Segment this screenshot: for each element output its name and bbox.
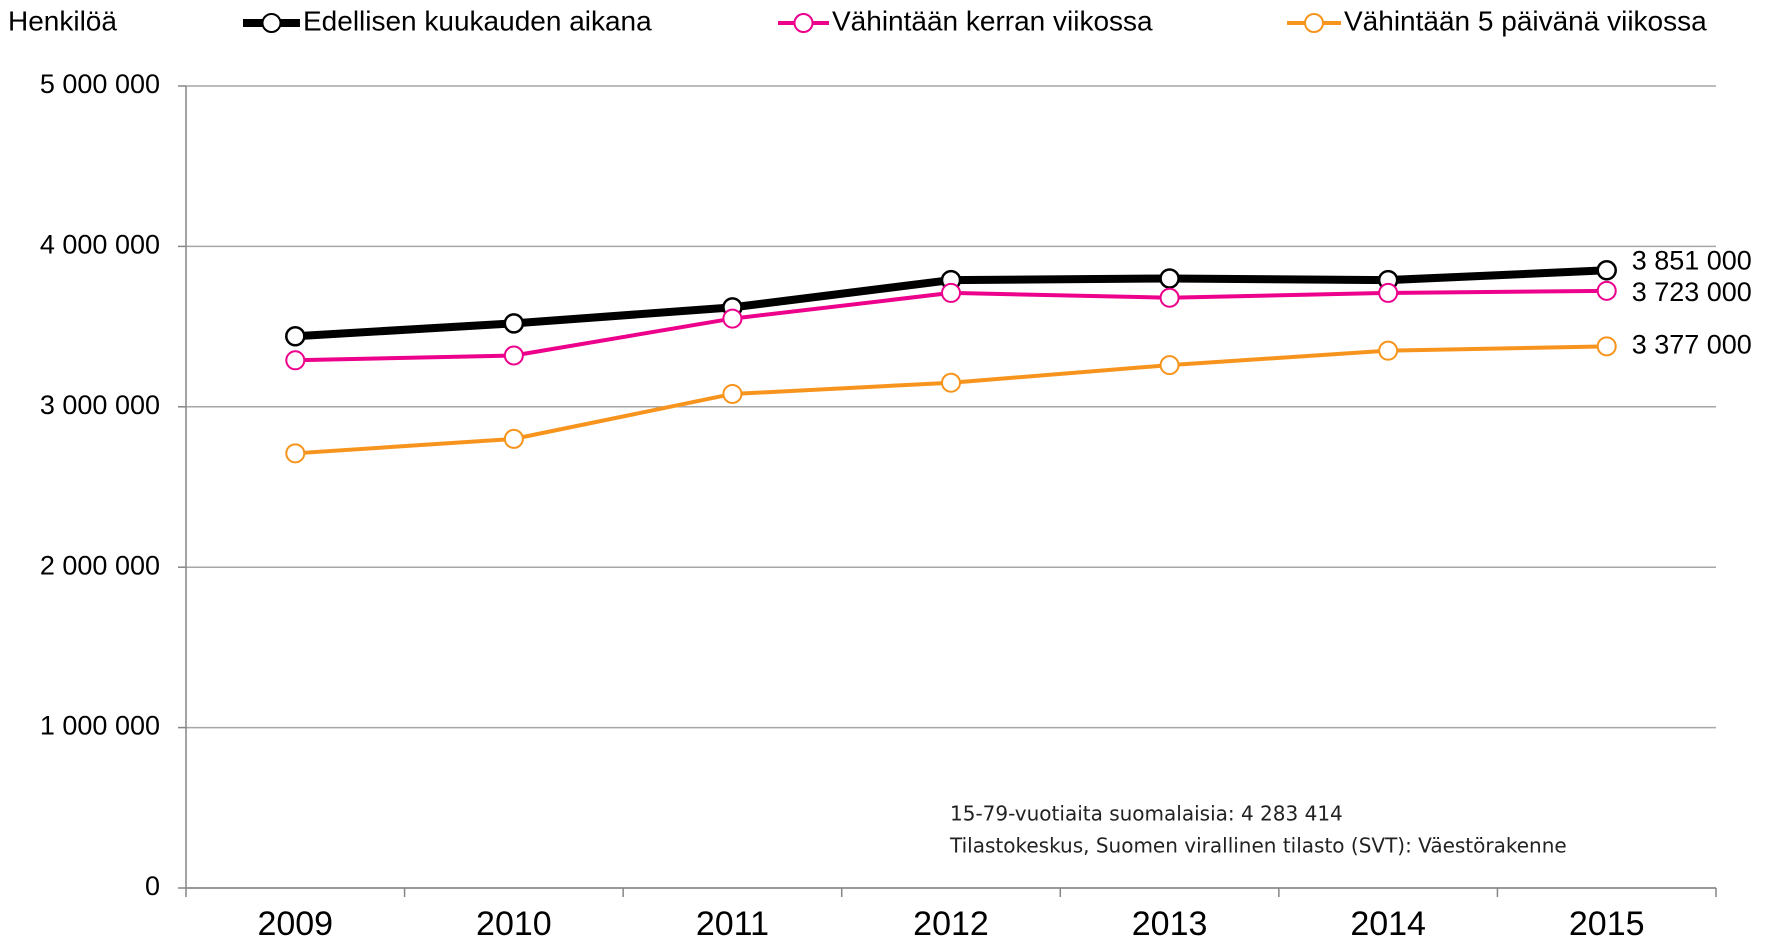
x-tick-label: 2009 [257, 905, 333, 943]
point-marker [1159, 268, 1180, 289]
point-marker [285, 443, 306, 464]
x-tick-label: 2014 [1350, 905, 1426, 943]
series-line [295, 344, 1607, 456]
point-marker [1596, 336, 1617, 357]
point-marker [1378, 340, 1399, 361]
point-marker [1596, 260, 1617, 281]
y-tick-label: 1 000 000 [40, 711, 160, 741]
y-axis-label: Henkilöä [8, 5, 117, 36]
point-marker [285, 350, 306, 371]
legend-label: Edellisen kuukauden aikana [303, 5, 652, 36]
legend-label: Vähintään kerran viikossa [832, 5, 1153, 36]
legend-marker [1304, 13, 1324, 33]
y-tick-label: 4 000 000 [40, 230, 160, 260]
point-marker [1378, 282, 1399, 303]
annotation: 15-79-vuotiaita suomalaisia: 4 283 414 [950, 802, 1343, 826]
point-marker [1159, 355, 1180, 376]
legend-marker [793, 13, 814, 33]
y-tick-label: 5 000 000 [40, 69, 160, 99]
annotation: Tilastokeskus, Suomen virallinen tilasto… [949, 834, 1567, 858]
y-tick-label: 2 000 000 [40, 550, 160, 580]
point-marker [722, 383, 743, 404]
value-label: 3 723 000 [1632, 277, 1752, 307]
point-marker [285, 325, 306, 347]
x-tick-label: 2011 [696, 905, 769, 943]
x-tick-label: 2015 [1569, 905, 1645, 943]
point-marker [722, 308, 743, 329]
point-marker [1159, 287, 1180, 308]
x-tick-label: 2012 [913, 905, 989, 943]
point-marker [1596, 280, 1617, 301]
x-tick-label: 2010 [476, 905, 552, 943]
y-tick-label: 3 000 000 [40, 390, 160, 420]
value-label: 3 377 000 [1632, 329, 1752, 359]
x-tick-label: 2013 [1132, 905, 1208, 943]
point-marker [941, 282, 961, 303]
value-label: 3 851 000 [1632, 245, 1752, 275]
point-marker [503, 428, 524, 449]
legend-marker [261, 13, 282, 33]
point-marker [503, 345, 524, 366]
point-marker [503, 313, 525, 334]
y-tick-label: 0 [145, 871, 160, 901]
legend-label: Vähintään 5 päivänä viikossa [1344, 5, 1707, 36]
point-marker [941, 372, 961, 393]
